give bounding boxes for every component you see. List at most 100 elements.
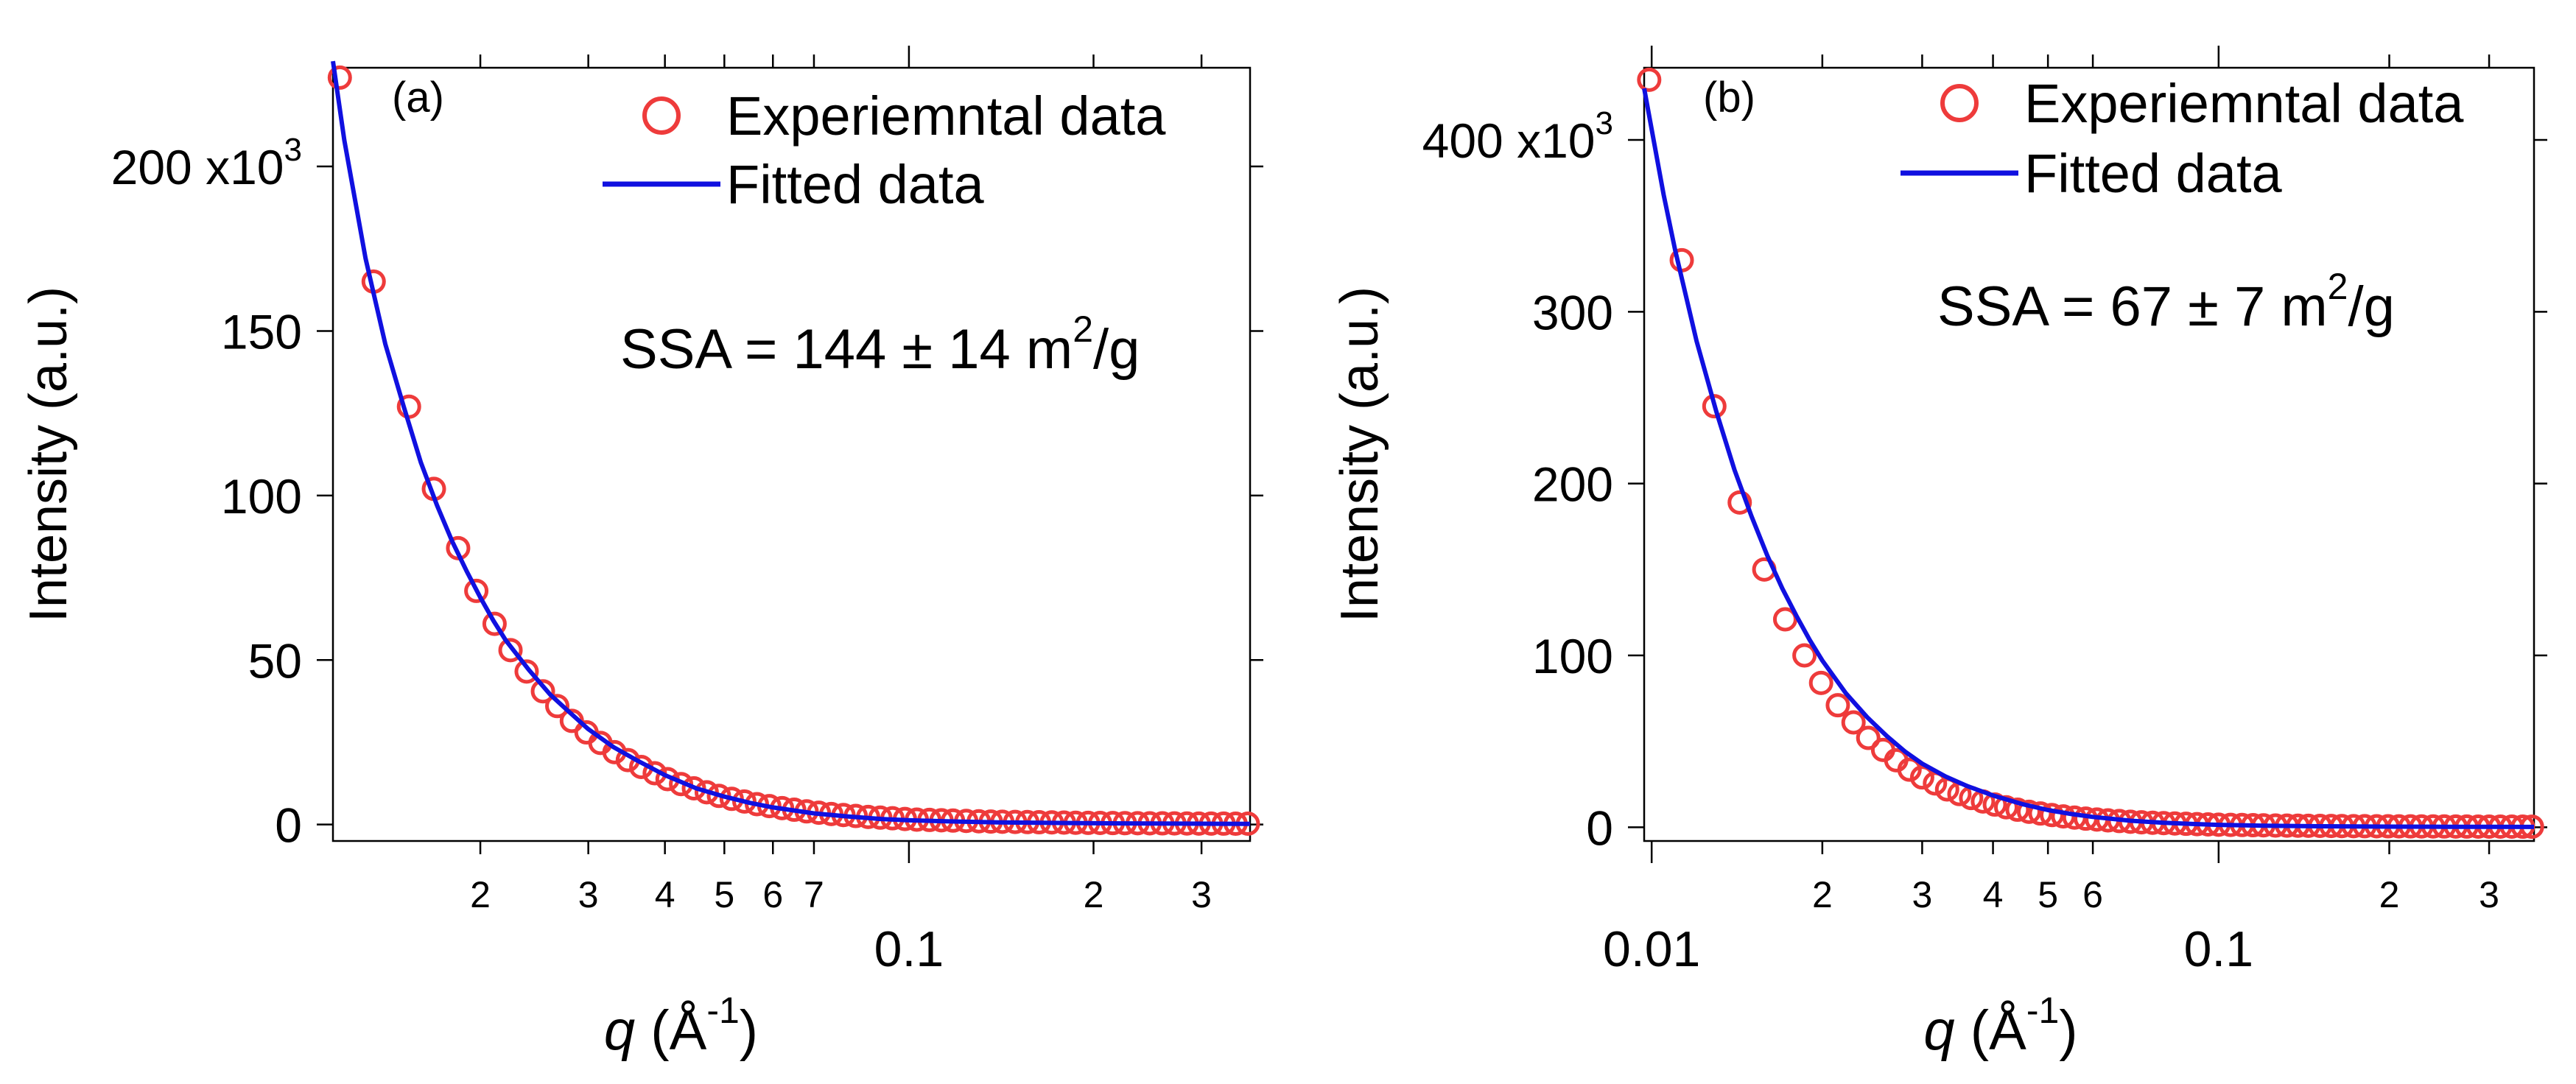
- y-tick-label: 150: [221, 304, 302, 359]
- y-tick-label-exponent: 3: [284, 132, 302, 168]
- experimental-point: [482, 611, 507, 636]
- y-tick-label-text: 300: [1532, 285, 1613, 339]
- y-axis-title: Intensity (a.u.): [1330, 286, 1389, 622]
- x-minor-tick-label: 2: [470, 874, 491, 915]
- experimental-point: [1993, 795, 2018, 820]
- y-tick-label: 100: [221, 469, 302, 524]
- legend-label: Experiemntal data: [726, 85, 1166, 147]
- panel-label: (b): [1703, 74, 1755, 122]
- x-minor-tick-label: 5: [2038, 874, 2058, 915]
- y-tick-label: 0: [275, 798, 302, 853]
- x-axis-title-close: ): [2059, 999, 2077, 1062]
- x-axis-title-close: ): [740, 999, 758, 1062]
- y-tick-label-text: 0: [275, 798, 302, 853]
- experimental-point: [514, 659, 539, 684]
- fitted-line: [331, 60, 1251, 826]
- experimental-point: [498, 638, 523, 663]
- y-tick-label-text: 150: [221, 304, 302, 359]
- y-tick-label-text: 200 x10: [111, 140, 284, 194]
- x-minor-tick-label: 3: [2479, 874, 2499, 915]
- x-axis-title-unit: (Å: [1955, 999, 2026, 1062]
- fitted-line: [1642, 88, 2535, 829]
- y-tick-label: 400 x103: [1422, 105, 1613, 168]
- x-minor-tick-label: 5: [714, 874, 734, 915]
- y-axis-title: Intensity (a.u.): [19, 286, 78, 622]
- x-minor-tick-label: 3: [1191, 874, 1212, 915]
- experimental-point: [1856, 725, 1881, 750]
- experimental-point: [530, 679, 555, 704]
- panel-label: (a): [392, 74, 444, 122]
- x-major-tick-label: 0.1: [2184, 921, 2254, 977]
- y-tick-label-text: 0: [1586, 800, 1613, 855]
- ssa-annotation-exponent: 2: [2328, 266, 2348, 307]
- ssa-annotation-exponent: 2: [1073, 309, 1093, 350]
- x-minor-tick-label: 6: [762, 874, 783, 915]
- y-tick-label: 200: [1532, 457, 1613, 512]
- x-minor-tick-label: 2: [2379, 874, 2400, 915]
- x-minor-tick-label: 6: [2082, 874, 2103, 915]
- y-tick-label-exponent: 3: [1596, 105, 1613, 141]
- x-axis-title: q (Å-1): [604, 990, 758, 1062]
- legend-marker-circle: [642, 96, 681, 135]
- experimental-point: [2039, 803, 2064, 828]
- experimental-point: [1909, 765, 1934, 790]
- experimental-point: [2016, 799, 2041, 824]
- experimental-point: [1792, 643, 1817, 668]
- ssa-annotation-unit: /g: [1093, 318, 1140, 381]
- x-minor-tick-label: 4: [655, 874, 675, 915]
- x-axis-title-exponent: -1: [2026, 990, 2059, 1031]
- experimental-point: [327, 65, 352, 90]
- ssa-annotation-unit: /g: [2348, 275, 2394, 338]
- x-major-tick-label: 0.1: [874, 921, 944, 977]
- experimental-point: [2028, 801, 2053, 826]
- y-tick-label-text: 200: [1532, 457, 1613, 512]
- x-axis-title: q (Å-1): [1923, 990, 2077, 1062]
- x-minor-tick-label: 4: [1983, 874, 2004, 915]
- experimental-point: [1841, 710, 1866, 735]
- ssa-annotation-text: SSA = 144 ± 14 m: [620, 318, 1073, 381]
- x-axis-title-exponent: -1: [706, 990, 739, 1031]
- experimental-point: [464, 578, 489, 603]
- experimental-point: [731, 789, 757, 814]
- y-tick-label-text: 50: [248, 633, 302, 688]
- y-tick-label-text: 100: [221, 469, 302, 524]
- x-minor-tick-label: 2: [1084, 874, 1104, 915]
- y-tick-label: 200 x103: [111, 132, 302, 194]
- experimental-point: [2005, 798, 2030, 823]
- experimental-point: [681, 776, 706, 801]
- plot-frame: [1643, 66, 2535, 842]
- legend-label: Fitted data: [726, 154, 985, 215]
- experimental-point: [1808, 670, 1833, 695]
- y-tick-label: 50: [248, 633, 302, 688]
- x-axis-title-symbol: q: [604, 999, 635, 1062]
- experimental-point: [1702, 394, 1727, 419]
- experimental-point: [1825, 693, 1850, 718]
- experimental-point: [1897, 757, 1922, 782]
- y-tick-label: 0: [1586, 800, 1613, 855]
- experimental-point: [1637, 67, 1662, 92]
- x-minor-tick-label: 2: [1812, 874, 1833, 915]
- x-minor-tick-label: 3: [578, 874, 599, 915]
- x-minor-tick-label: 3: [1912, 874, 1932, 915]
- ssa-annotation: SSA = 144 ± 14 m2/g: [620, 309, 1140, 381]
- x-axis-title-symbol: q: [1923, 999, 1954, 1062]
- experimental-point: [1727, 490, 1752, 515]
- x-axis-title-unit: (Å: [635, 999, 706, 1062]
- legend-label: Fitted data: [2024, 143, 2283, 204]
- x-major-tick-label: 0.01: [1603, 921, 1700, 977]
- plot-frame: [331, 66, 1252, 842]
- legend-label: Experiemntal data: [2024, 73, 2464, 134]
- y-tick-label-text: 100: [1532, 629, 1613, 683]
- experimental-point: [545, 694, 570, 719]
- x-minor-tick-label: 7: [804, 874, 824, 915]
- legend-marker-circle: [1940, 84, 1979, 122]
- ssa-annotation: SSA = 67 ± 7 m2/g: [1937, 266, 2395, 338]
- y-tick-label-text: 400 x10: [1422, 113, 1596, 168]
- y-tick-label: 300: [1532, 285, 1613, 339]
- ssa-annotation-text: SSA = 67 ± 7 m: [1937, 275, 2328, 338]
- y-tick-label: 100: [1532, 629, 1613, 683]
- experimental-point: [1772, 607, 1797, 632]
